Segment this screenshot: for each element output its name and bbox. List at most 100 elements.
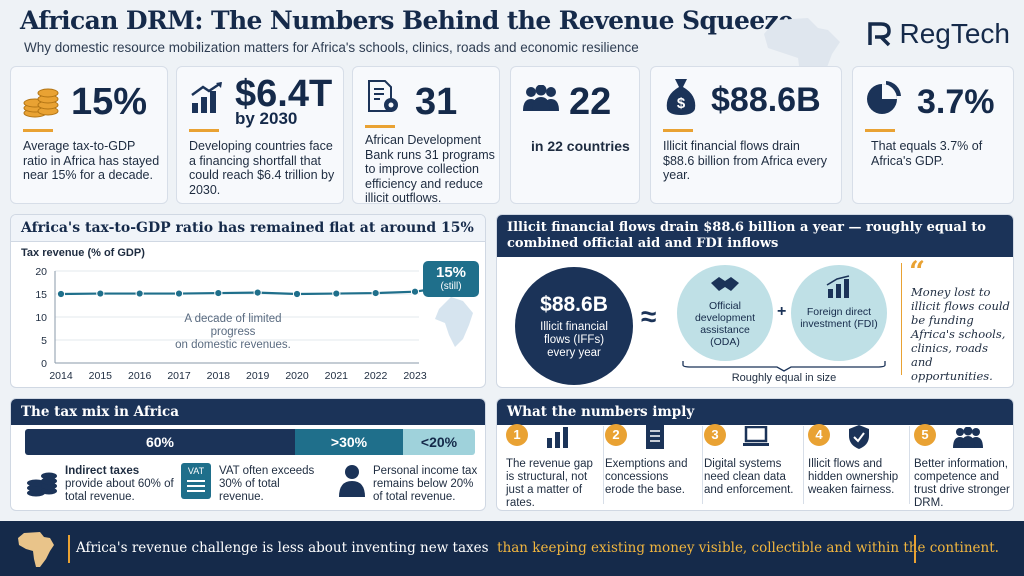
- implications-heading: What the numbers imply: [497, 399, 1013, 425]
- pie-chart-icon: [867, 81, 901, 114]
- footer-divider-right: [914, 535, 916, 563]
- accent-bar: [189, 129, 219, 132]
- mix-item-vat: VAT often exceeds 30% of total revenue.: [219, 465, 315, 503]
- africa-map-icon: [18, 532, 54, 567]
- x-tick-label: 2017: [167, 370, 191, 382]
- stat-description: Developing countries face a financing sh…: [189, 139, 335, 197]
- iff-circle: $88.6B Illicit financial flows (IFFs) ev…: [515, 267, 633, 385]
- trend-panel-heading: Africa's tax-to-GDP ratio has remained f…: [11, 215, 485, 242]
- chart-annotation: A decade of limited progress on domestic…: [163, 313, 303, 352]
- implications-panel: What the numbers imply: [496, 398, 1014, 511]
- accent-bar: [23, 129, 53, 132]
- chart-ylabel: Tax revenue (% of GDP): [21, 247, 145, 259]
- implication-text: Exemptions and concessions erode the bas…: [605, 458, 688, 496]
- x-tick-label: 2014: [49, 370, 73, 382]
- accent-bar: [663, 129, 693, 132]
- mix-item-income: Personal income tax remains below 20% of…: [373, 465, 483, 504]
- data-point: [214, 288, 223, 298]
- implication-item-5: 5 Better information, competence and tru…: [914, 424, 1010, 509]
- stat-card-financing-gap: $6.4T by 2030 Developing countries face …: [176, 66, 344, 204]
- implication-number: 4: [808, 424, 830, 446]
- data-point: [96, 289, 105, 298]
- document-icon: [646, 425, 664, 449]
- brand-name: RegTech: [899, 18, 1010, 49]
- implication-text: Better information, competence and trust…: [914, 458, 1010, 509]
- handshake-icon: [711, 277, 739, 291]
- mix-item-text: remains below 20% of total revenue.: [373, 478, 474, 503]
- iff-circle-value: $88.6B: [540, 293, 608, 316]
- implication-item-3: 3 Digital systems need clean data and en…: [704, 424, 804, 506]
- iff-panel-heading: Illicit financial flows drain $88.6 bill…: [497, 215, 1013, 257]
- vat-receipt-icon: VAT: [181, 463, 211, 499]
- stat-description: Illicit financial flows drain $88.6 bill…: [663, 139, 827, 182]
- stat-value: 15%: [71, 81, 148, 123]
- implication-number: 2: [605, 424, 627, 446]
- stat-description: in 22 countries: [531, 138, 630, 154]
- coins-icon: [27, 472, 57, 497]
- data-point: [332, 289, 341, 298]
- mix-panel-heading: The tax mix in Africa: [11, 399, 485, 425]
- data-point: [135, 289, 144, 298]
- data-point: [410, 287, 420, 296]
- iff-heading-line-2: combined official aid and FDI inflows: [507, 236, 779, 251]
- stat-card-afdb-programs: 31 African Development Bank runs 31 prog…: [352, 66, 500, 205]
- data-point: [292, 289, 302, 299]
- y-tick-label: 20: [35, 266, 47, 278]
- x-tick-label: 2021: [325, 370, 349, 382]
- implication-text: Illicit flows and hidden ownership weake…: [808, 458, 899, 496]
- stat-sub: by 2030: [235, 109, 298, 128]
- quote-divider: [901, 263, 902, 375]
- stat-description: That equals 3.7% of Africa's GDP.: [871, 139, 983, 168]
- stat-value: 3.7%: [917, 83, 995, 121]
- stat-card-countries: 22 in 22 countries: [510, 66, 640, 204]
- laptop-icon: [743, 426, 769, 446]
- callout-value: 15%: [435, 264, 467, 281]
- stat-value: 31: [415, 81, 458, 123]
- svg-text:$: $: [677, 95, 686, 112]
- implication-item-2: 2 Exemptions and concessions erode the b…: [605, 424, 703, 506]
- regtech-logo-icon: [868, 22, 892, 47]
- tax-mix-panel: The tax mix in Africa 60% >30% <20% Indire…: [10, 398, 486, 511]
- data-point: [253, 288, 262, 297]
- stat-value: 22: [569, 81, 612, 123]
- fdi-circle: Foreign direct investment (FDI): [791, 265, 887, 361]
- footer-message: Africa's revenue challenge is less about…: [76, 540, 999, 556]
- coins-icon: [23, 88, 59, 118]
- tax-mix-segment: <20%: [403, 429, 475, 455]
- quote-text: Money lost to illicit flows could be fun…: [911, 285, 1010, 383]
- iff-heading-line-1: Illicit financial flows drain $88.6 bill…: [507, 220, 986, 235]
- accent-bar: [365, 125, 395, 128]
- plus-symbol: +: [777, 303, 787, 320]
- mix-item-title: Indirect taxes: [65, 465, 140, 477]
- implication-item-1: 1 The revenue gap is structural, not jus…: [506, 424, 604, 509]
- oda-circle: Official development assistance (ODA): [677, 265, 773, 361]
- implication-text: The revenue gap is structural, not just …: [506, 458, 593, 509]
- implication-item-4: 4 Illicit flows and hidden ownership wea…: [808, 424, 910, 506]
- shield-check-icon: [849, 425, 869, 449]
- tax-mix-segment: >30%: [295, 429, 403, 455]
- stat-description: Average tax-to-GDP ratio in Africa has s…: [23, 139, 160, 182]
- grouping-brace: [682, 361, 886, 372]
- annotation-line-1: A decade of limited progress: [184, 313, 282, 338]
- callout-badge: 15% (still): [423, 261, 479, 297]
- stat-card-illicit-flows: $ $88.6B Illicit financial flows drain $…: [650, 66, 842, 204]
- brace-label: Roughly equal in size: [731, 372, 837, 384]
- y-tick-label: 0: [41, 358, 47, 370]
- implication-number: 1: [506, 424, 528, 446]
- stat-card-gdp-share: 3.7% That equals 3.7% of Africa's GDP.: [852, 66, 1014, 204]
- brand-logo: RegTech: [867, 18, 1010, 50]
- mix-item-title: Personal income tax: [373, 465, 478, 477]
- mix-item-text: provide about 60% of total revenue.: [65, 478, 174, 503]
- iff-circle-label: Illicit financial flows (IFFs) every yea…: [540, 321, 608, 359]
- document-gear-icon: [368, 80, 398, 112]
- footer-highlight-text: than keeping existing money visible, col…: [497, 540, 999, 556]
- growth-chart-icon: [191, 81, 222, 113]
- data-point: [371, 288, 380, 298]
- iff-comparison-panel: Illicit financial flows drain $88.6 bill…: [496, 214, 1014, 388]
- tax-ratio-line-chart: 0 5 10 15 20 2014 2015 2016 2017 2018 2019 2020 2021…: [35, 266, 473, 382]
- quote-mark: “: [909, 255, 926, 288]
- x-tick-label: 2015: [89, 370, 113, 382]
- footer-banner: Africa's revenue challenge is less about…: [0, 521, 1024, 576]
- fdi-label: Foreign direct investment (FDI): [800, 306, 878, 330]
- vat-icon-text: VAT: [187, 466, 205, 476]
